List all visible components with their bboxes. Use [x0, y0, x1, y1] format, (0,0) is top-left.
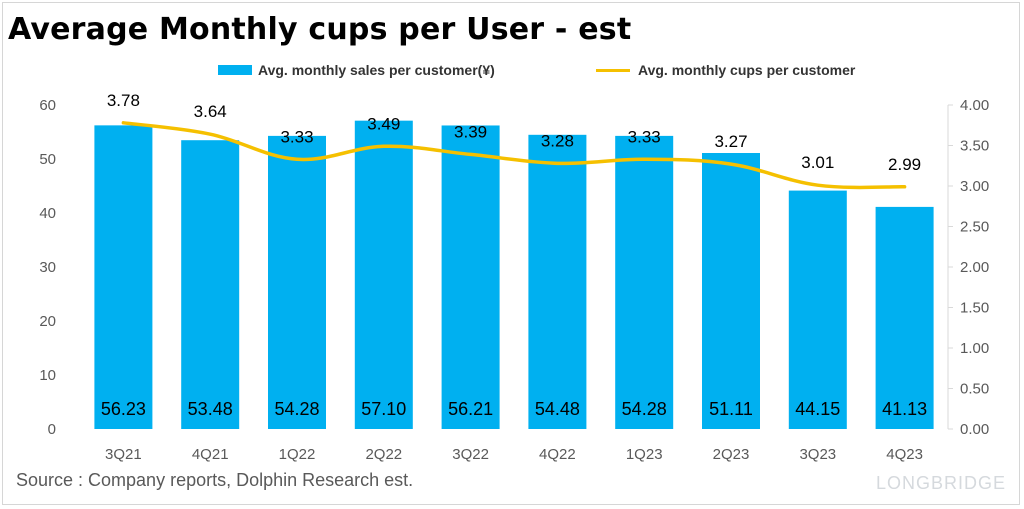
- longbridge-watermark: LONGBRIDGE: [875, 473, 1006, 493]
- bar: [441, 125, 500, 429]
- y-left-axis: 0 10 20 30 40 50 60: [39, 97, 56, 438]
- x-tick-label: 4Q23: [886, 446, 923, 463]
- y-left-tick-label: 30: [39, 259, 56, 276]
- x-tick-label: 2Q23: [713, 446, 750, 463]
- legend-bar-swatch: [218, 65, 252, 75]
- x-tick-label: 4Q22: [539, 446, 576, 463]
- line-path: [121, 121, 907, 190]
- y-left-tick-label: 50: [39, 151, 56, 168]
- line-series: [121, 121, 907, 190]
- x-tick-label: 3Q21: [105, 446, 142, 463]
- legend-label-cups: Avg. monthly cups per customer: [638, 62, 856, 78]
- y-left-tick-label: 0: [48, 421, 56, 438]
- bar-value-label: 51.11: [709, 399, 753, 419]
- bar-value-label: 44.15: [795, 399, 840, 419]
- line-value-label: 3.28: [541, 131, 574, 150]
- y-right-tick-label: 2.50: [960, 219, 989, 236]
- chart-title: Average Monthly cups per User - est: [8, 12, 632, 47]
- legend-line-swatch: [596, 68, 630, 72]
- line-value-label: 3.39: [454, 122, 487, 141]
- legend-item-cups: Avg. monthly cups per customer: [596, 60, 855, 80]
- bar-value-label: 54.28: [274, 399, 319, 419]
- source-note: Source : Company reports, Dolphin Resear…: [16, 470, 414, 490]
- line-value-label: 2.99: [888, 155, 921, 174]
- y-right-tick-label: 3.50: [960, 138, 989, 155]
- x-tick-label: 1Q23: [626, 446, 663, 463]
- y-right-tick-label: 3.00: [960, 178, 989, 195]
- line-value-label: 3.49: [367, 114, 400, 133]
- bar: [875, 206, 934, 429]
- line-value-label: 3.64: [194, 102, 227, 121]
- line-value-label: 3.01: [801, 153, 834, 172]
- bar: [268, 135, 326, 429]
- bar-value-label: 54.28: [622, 399, 667, 419]
- line-value-label: 3.27: [714, 132, 747, 151]
- bar: [615, 135, 674, 429]
- bar-value-label: 41.13: [882, 399, 927, 419]
- y-right-axis: 0.00 0.50 1.00 1.50 2.00 2.50 3.00 3.50 4.00: [947, 97, 989, 438]
- bar: [788, 190, 847, 429]
- x-axis: 3Q21 4Q21 1Q22 2Q22 3Q22 4Q22 1Q23 2Q23 3Q23 4Q23: [105, 446, 923, 463]
- y-left-tick-label: 60: [39, 97, 56, 114]
- y-right-tick-label: 0.00: [960, 421, 989, 438]
- y-left-tick-label: 20: [39, 313, 56, 330]
- bar-value-label: 56.21: [448, 399, 493, 419]
- x-tick-label: 3Q22: [452, 446, 489, 463]
- legend-label-sales: Avg. monthly sales per customer(¥): [258, 62, 495, 78]
- x-tick-label: 2Q22: [365, 446, 402, 463]
- bar-value-labels: 56.23 53.48 54.28 57.10 56.21 54.48 54.28 51.11…: [101, 399, 927, 419]
- y-right-tick-label: 0.50: [960, 381, 989, 398]
- x-tick-label: 3Q23: [799, 446, 836, 463]
- bar: [528, 134, 587, 430]
- bar-value-label: 54.48: [535, 399, 580, 419]
- line-value-labels: 3.78 3.64 3.33 3.49 3.39 3.28 3.33 3.27 3.01 2.99: [107, 91, 921, 174]
- y-right-tick-label: 2.00: [960, 259, 989, 276]
- x-tick-label: 1Q22: [279, 446, 316, 463]
- line-value-label: 3.33: [628, 127, 661, 146]
- y-right-tick-label: 4.00: [960, 97, 989, 114]
- bar: [94, 125, 153, 429]
- y-right-tick-label: 1.00: [960, 340, 989, 357]
- line-value-label: 3.78: [107, 91, 140, 110]
- bar-series: [94, 120, 934, 430]
- bar-value-label: 53.48: [188, 399, 233, 419]
- y-left-tick-label: 40: [39, 205, 56, 222]
- bar: [354, 120, 413, 429]
- bar-value-label: 56.23: [101, 399, 146, 419]
- legend-item-sales: Avg. monthly sales per customer(¥): [218, 60, 495, 80]
- bar: [181, 140, 240, 429]
- bar-value-label: 57.10: [361, 399, 406, 419]
- x-tick-label: 4Q21: [192, 446, 229, 463]
- y-right-tick-label: 1.50: [960, 300, 989, 317]
- y-left-tick-label: 10: [39, 367, 56, 384]
- line-value-label: 3.33: [280, 127, 313, 146]
- bar: [702, 153, 760, 430]
